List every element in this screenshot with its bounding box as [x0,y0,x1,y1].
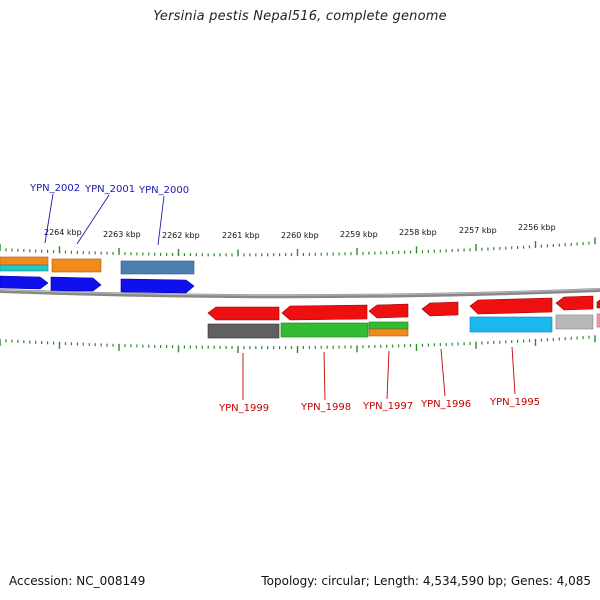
cds-arrow-YPN_1995[interactable] [469,297,553,315]
feature-orange[interactable] [0,256,49,266]
gene-label[interactable]: YPN_1996 [420,399,471,410]
reverse-feature-row [207,313,600,339]
scale-label: 2256 kbp [518,223,556,232]
cds-arrow-YPN_2002[interactable] [0,275,49,290]
genome-backbone [0,288,600,299]
feature-green[interactable] [280,322,369,338]
cds-arrow-YPN_2001[interactable] [50,276,102,292]
scale-label: 2263 kbp [103,230,141,239]
gene-label[interactable]: YPN_2002 [29,183,80,194]
cds-arrow-YPN_1996[interactable] [421,301,459,317]
genome-backbone-highlight [0,288,600,296]
feature-cyan[interactable] [469,316,553,333]
top-label-leaders [44,193,165,246]
cds-arrow-YPN_1997[interactable] [368,303,409,319]
scale-label: 2261 kbp [222,231,260,240]
feature-lightgray[interactable] [555,314,594,330]
scale-label: 2259 kbp [340,230,378,239]
top-gene-labels: YPN_2002 YPN_2001 YPN_2000 [29,183,189,196]
leader-line [386,350,390,400]
cds-arrow-YPN_2000[interactable] [120,278,195,294]
bottom-label-leaders [242,346,516,401]
cds-arrow-YPN_1999[interactable] [207,306,280,321]
leader-line [323,351,326,401]
forward-feature-row [0,256,195,275]
gene-label[interactable]: YPN_1995 [489,397,540,408]
gene-label[interactable]: YPN_2001 [84,184,135,195]
feature-darkgray[interactable] [207,323,280,339]
feature-orange[interactable] [51,258,102,273]
gene-label[interactable]: YPN_1998 [300,402,351,413]
reverse-cds-row [207,295,600,321]
gene-label[interactable]: YPN_1999 [218,403,269,414]
outer-tick-ring [0,237,596,257]
forward-cds-row [0,275,195,294]
scale-labels: 2264 kbp 2263 kbp 2262 kbp 2261 kbp 2260… [44,223,556,240]
feature-pink[interactable] [596,313,600,328]
scale-label: 2257 kbp [459,226,497,235]
feature-teal[interactable] [0,264,49,272]
leader-line [440,348,446,397]
cds-arrow[interactable] [555,295,594,311]
inner-tick-ring [0,335,596,353]
cds-arrow[interactable] [596,299,600,309]
leader-line [157,195,165,246]
scale-label: 2260 kbp [281,231,319,240]
gene-label[interactable]: YPN_1997 [362,401,413,412]
leader-line [44,193,54,244]
scale-label: 2264 kbp [44,228,82,237]
accession-text: Accession: NC_008149 [9,574,146,588]
leader-line [76,194,110,245]
topology-text: Topology: circular; Length: 4,534,590 bp… [261,574,591,588]
feature-green[interactable] [368,321,409,330]
page-title: Yersinia pestis Nepal516, complete genom… [153,9,447,24]
scale-label: 2258 kbp [399,228,437,237]
feature-orange[interactable] [368,328,409,337]
scale-label: 2262 kbp [162,231,200,240]
cds-arrow-YPN_1998[interactable] [281,304,368,321]
feature-steelblue[interactable] [120,260,195,275]
gene-label[interactable]: YPN_2000 [138,185,189,196]
leader-line [511,346,516,395]
bottom-gene-labels: YPN_1999 YPN_1998 YPN_1997 YPN_1996 YPN_… [218,397,540,414]
